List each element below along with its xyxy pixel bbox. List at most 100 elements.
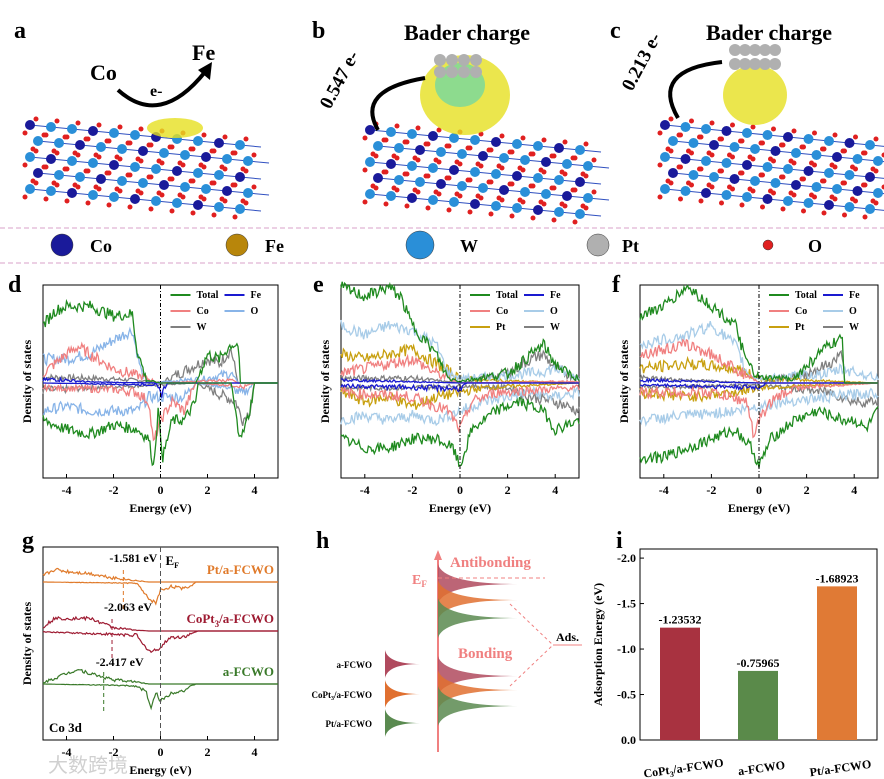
- antibonding-state: [438, 564, 518, 604]
- atom: [729, 142, 740, 152]
- antibonding-state: [438, 580, 518, 620]
- atom: [169, 208, 175, 214]
- atom: [235, 172, 245, 182]
- x-tick-label: 0: [457, 483, 463, 497]
- atom: [853, 166, 858, 172]
- atom: [394, 155, 400, 161]
- atom: [657, 130, 663, 136]
- atom: [402, 139, 408, 145]
- atom: [436, 127, 442, 133]
- atom: [25, 184, 35, 194]
- atom: [812, 130, 817, 136]
- legend-label: W: [197, 322, 207, 333]
- atom: [41, 132, 47, 138]
- atom: [151, 196, 161, 206]
- atom: [799, 176, 805, 182]
- panel-label-f: f: [612, 272, 621, 298]
- atom: [507, 181, 513, 187]
- atom: [394, 123, 400, 129]
- series-label: CoPt3/a-FCWO: [186, 611, 274, 629]
- bonding-state: [438, 656, 518, 696]
- series-label: Pt/a-FCWO: [207, 562, 274, 577]
- atom: [701, 188, 711, 198]
- x-tick-label: -2: [109, 745, 119, 759]
- d-band-center-label: -2.417 eV: [96, 655, 144, 669]
- x-tick-label: 4: [252, 483, 258, 497]
- x-category-label: CoPt3/a-FCWO: [643, 755, 725, 779]
- atom: [54, 182, 60, 188]
- atom: [180, 150, 190, 160]
- atom: [362, 199, 368, 205]
- atom: [739, 44, 751, 56]
- atom-legend-label: Co: [90, 236, 112, 256]
- atom: [465, 145, 471, 151]
- atom: [96, 154, 102, 160]
- atom: [383, 201, 389, 207]
- x-tick-label: -4: [360, 483, 370, 497]
- atom: [668, 148, 674, 154]
- atom: [386, 191, 396, 201]
- x-tick-label: -4: [659, 483, 669, 497]
- atom: [721, 158, 732, 168]
- atom: [222, 166, 228, 172]
- atom: [251, 152, 257, 158]
- atom: [791, 192, 797, 198]
- series-co-spin-down: [340, 384, 580, 434]
- atom: [779, 142, 784, 148]
- atom: [791, 180, 801, 190]
- fermi-label: EF: [412, 573, 427, 589]
- atom: [214, 202, 224, 212]
- atom: [138, 126, 144, 132]
- atom: [583, 173, 589, 179]
- atom: [148, 206, 154, 212]
- atom: [541, 189, 551, 199]
- atom: [791, 160, 797, 166]
- atom: [373, 141, 383, 151]
- state-label: a-FCWO: [337, 660, 373, 670]
- atom: [83, 136, 89, 142]
- atom: [138, 146, 148, 156]
- atom: [109, 128, 119, 138]
- bader-charge-c: 0.213 e-: [618, 30, 666, 95]
- atom: [698, 198, 704, 204]
- x-tick-label: 2: [205, 483, 211, 497]
- atom: [668, 180, 674, 186]
- atom: [486, 147, 492, 153]
- atom: [803, 134, 814, 144]
- atom: [832, 164, 838, 170]
- atom: [709, 184, 715, 190]
- atom: [444, 143, 450, 149]
- atom: [381, 137, 387, 143]
- atom: [362, 167, 368, 173]
- panel-label-c: c: [610, 18, 621, 44]
- atom: [824, 200, 834, 210]
- atom: [201, 196, 207, 202]
- atom: [844, 138, 855, 148]
- atom: [701, 124, 711, 134]
- legend-label: O: [251, 306, 259, 317]
- atom: [201, 184, 211, 194]
- atom: [251, 184, 257, 190]
- atom: [676, 164, 682, 170]
- atom: [423, 173, 429, 179]
- atom-o-icon: [762, 239, 774, 251]
- atom: [232, 214, 238, 220]
- atom: [230, 182, 236, 188]
- atom: [873, 200, 879, 206]
- atom: [750, 188, 756, 194]
- atom: [507, 149, 513, 155]
- atom: [425, 205, 431, 211]
- atom: [591, 157, 597, 163]
- atom: [697, 166, 702, 172]
- atom: [394, 143, 404, 153]
- atom: [820, 146, 825, 152]
- atom: [780, 206, 786, 212]
- atom: [591, 189, 597, 195]
- atom: [457, 193, 463, 199]
- atom: [138, 190, 144, 196]
- atom: [771, 190, 776, 196]
- legend-label: W: [550, 322, 560, 333]
- atom: [180, 162, 186, 168]
- atom: [491, 137, 501, 147]
- atom: [167, 176, 173, 182]
